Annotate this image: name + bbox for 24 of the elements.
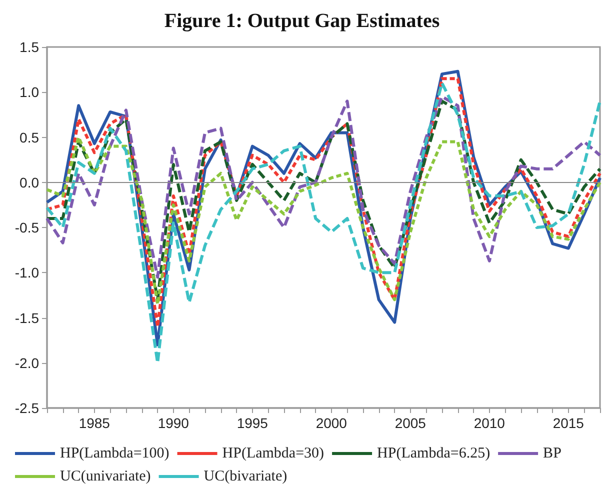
y-tick-label: 0.5 — [20, 129, 40, 146]
y-tick-label: -0.5 — [14, 220, 40, 236]
x-tick-label: 1995 — [236, 415, 268, 431]
x-tick-label: 1985 — [78, 415, 110, 431]
x-tick-label: 1990 — [158, 415, 190, 431]
line-series — [46, 136, 602, 306]
y-tick-label: -2.0 — [14, 354, 40, 371]
legend-label: UC(bivariate) — [204, 468, 288, 484]
y-tick-label: 0.0 — [20, 174, 40, 190]
legend-label: UC(univariate) — [60, 468, 151, 484]
legend-label: HP(Lambda=30) — [222, 446, 324, 462]
x-tick-label: 2005 — [394, 415, 426, 431]
x-tick-label: 2000 — [316, 415, 348, 431]
legend-label: HP(Lambda=6.25) — [377, 446, 490, 462]
x-tick-label: 2015 — [552, 415, 584, 431]
x-tick-label: 2010 — [474, 415, 506, 431]
y-tick-label: -2.5 — [14, 400, 40, 416]
y-tick-label: 1.5 — [20, 39, 40, 55]
y-tick-label: -1.5 — [14, 310, 40, 326]
y-tick-label: -1.0 — [14, 264, 40, 281]
legend-label: BP — [543, 446, 562, 462]
chart-title: Figure 1: Output Gap Estimates — [164, 10, 440, 32]
legend-label: HP(Lambda=100) — [60, 446, 170, 462]
y-tick-label: 1.0 — [20, 84, 40, 100]
